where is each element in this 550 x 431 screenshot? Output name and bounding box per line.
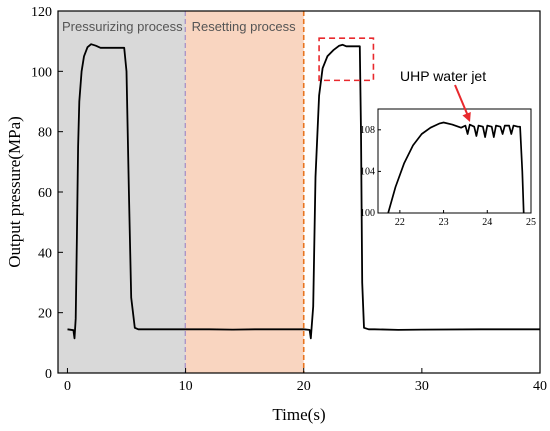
series-line-0 [67, 43, 540, 340]
y-axis-title: Output pressure(MPa) [5, 116, 24, 268]
inset-x-tick-label: 24 [482, 217, 492, 228]
region-1 [185, 11, 304, 373]
inset-x-tick-label: 23 [439, 217, 449, 228]
inset-y-tick-label: 108 [360, 125, 375, 136]
annotation-label: UHP water jet [400, 68, 486, 84]
y-tick-label: 40 [38, 246, 52, 261]
x-tick-label: 20 [297, 379, 311, 394]
y-tick-label: 80 [38, 126, 52, 141]
x-axis-title: Time(s) [272, 405, 325, 424]
main-axes: 0 10 20 30 40 0 20 40 60 80 100 120 [31, 5, 547, 394]
x-tick-label: 30 [415, 379, 429, 394]
x-tick-label: 40 [533, 379, 547, 394]
region-label-0: Pressurizing process [62, 19, 183, 34]
highlight-box [318, 37, 375, 82]
region-label-1: Resetting process [192, 19, 297, 34]
annotation-arrow [454, 84, 471, 122]
y-tick-label: 100 [31, 65, 52, 80]
y-tick-label: 120 [31, 5, 52, 20]
region-labels: Pressurizing process Resetting process [62, 19, 296, 34]
inset-y-tick-label: 100 [360, 208, 375, 219]
y-tick-label: 20 [38, 307, 52, 322]
x-tick-label: 0 [64, 379, 71, 394]
main-series [67, 43, 540, 340]
y-tick-label: 0 [45, 367, 52, 382]
arrow-shaft [454, 84, 469, 117]
highlight-rect [318, 37, 375, 82]
inset-x-tick-label: 25 [526, 217, 536, 228]
inset-plot: 22 23 24 25 100 104 108 [360, 108, 536, 228]
inset-x-tick-label: 22 [395, 217, 405, 228]
y-tick-label: 60 [38, 186, 52, 201]
process-regions [58, 11, 305, 373]
x-tick-label: 10 [179, 379, 193, 394]
inset-y-tick-label: 104 [360, 166, 375, 177]
inset-series-line [387, 121, 525, 213]
arrow-head [462, 111, 471, 122]
region-0 [58, 11, 186, 373]
